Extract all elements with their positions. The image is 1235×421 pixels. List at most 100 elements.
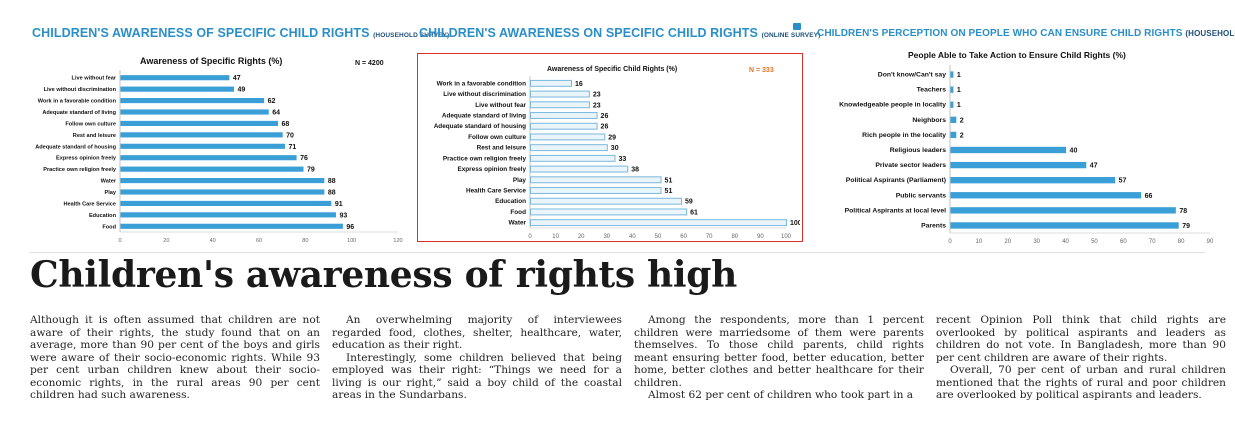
chart3-value-label: 1 [957,87,961,94]
chart1-bar [120,189,325,195]
chart3-category-label: Rich people in the locality [862,132,946,139]
chart3-bar [950,86,954,93]
col2-paragraph-2: Interestingly, some children believed th… [332,351,622,402]
chart1-tick-label: 40 [210,238,216,244]
chart3-category-label: Teachers [917,87,947,94]
chart2-bar [530,90,590,98]
chart2-value-label: 59 [685,199,693,206]
chart2-category-label: Play [513,177,527,184]
chart3-category-label: Parents [921,222,946,229]
chart2-bar [530,144,608,152]
article-column-3: Among the respondents, more than 1 perce… [634,314,924,402]
chart1-tick-label: 20 [163,238,169,244]
chart2-bar [530,112,598,119]
chart3-bar [950,71,954,78]
chart2-tick-label: 10 [552,234,559,240]
chart1-tick-label: 120 [393,238,402,244]
chart1-bar [120,143,285,149]
chart2-tick-label: 20 [578,234,585,240]
chart3-bar [950,131,957,139]
chart1-value-label: 91 [335,201,343,208]
chart2-bar [530,165,629,173]
chart2-value-label: 61 [690,209,698,216]
chart1-bar [120,120,279,126]
chart2-value-label: 38 [631,167,639,174]
chart3-category-label: Political Aspirants (Parliament) [846,177,946,184]
chart2-category-label: Food [510,209,526,216]
chart1-value-label: 93 [339,212,347,219]
chart3: Don't know/Can't say 1 Teachers 1 Knowledgea… [839,65,1214,245]
chart3-value-label: 1 [957,102,961,109]
chart3-bar [950,192,1142,199]
chart3-bar [950,116,957,123]
chart3-tick-label: 20 [1004,239,1011,245]
chart1-category-label: Follow own culture [65,121,116,127]
chart1-bar [120,132,283,138]
chart3-bar [950,207,1176,214]
chart3-tick-label: 10 [976,239,983,245]
chart3-value-label: 47 [1090,163,1098,170]
chart2-category-label: Health Care Service [466,188,526,195]
chart2-bar [530,197,683,205]
chart2-value-label: 30 [611,145,619,152]
col3-paragraph-2: Almost 62 per cent of children who took … [648,389,914,401]
chart2-value-label: 26 [601,124,609,131]
chart3-category-label: Political Aspirants at local level [845,207,946,214]
chart2-tick-label: 80 [731,234,738,240]
chart1-category-label: Play [104,190,116,196]
chart2-value-label: 16 [575,81,583,88]
chart1-value-label: 96 [346,224,354,231]
chart2-frame [417,53,803,242]
chart2-category-label: Live without fear [475,102,526,109]
chart2-category-label: Education [495,198,526,205]
chart3-category-label: Neighbors [912,117,946,124]
chart3-tick-label: 90 [1207,239,1214,245]
chart3-tick-label: 70 [1149,239,1156,245]
chart1-bar [120,155,297,161]
chart2-value-label: 51 [665,188,673,195]
chart3-bar [950,161,1087,169]
chart1-tick-label: 0 [118,238,121,244]
chart2-bar [530,101,590,109]
chart3-tick-label: 30 [1033,239,1040,245]
chart2-bar [530,154,616,162]
chart3-bar [950,146,1067,154]
chart1-category-label: Live without fear [72,76,117,82]
chart2-value-label: 29 [608,134,616,141]
chart1: Live without fear 47 Live without discrimi… [35,70,403,244]
headline: Children's awareness of rights high [30,254,738,296]
chart3-tick-label: 0 [948,239,952,245]
chart1-category-label: Education [89,213,117,219]
chart3-value-label: 66 [1145,193,1153,200]
chart3-tick-label: 80 [1178,239,1185,245]
col4-paragraph-2: Overall, 70 per cent of urban and rural … [936,364,1226,401]
chart1-bar [120,98,265,104]
chart3-category-label: Knowledgeable people in locality [839,102,946,109]
chart2-value-label: 23 [593,102,601,109]
chart2-tick-label: 90 [757,234,764,240]
chart1-category-label: Adequate standard of housing [35,144,116,150]
article-column-4: recent Opinion Poll think that child rig… [936,314,1226,402]
chart1-category-label: Food [102,224,116,230]
chart1-bar [120,178,325,184]
chart1-value-label: 70 [286,132,294,139]
chart1-category-label: Practice own religion freely [43,167,117,173]
section3-title: CHILDREN'S PERCEPTION ON PEOPLE WHO CAN … [817,28,1235,39]
chart2-tick-label: 0 [528,234,532,240]
chart1-value-label: 47 [233,75,241,82]
chart1-bar [120,212,336,218]
col3-paragraph-1: Among the respondents, more than 1 perce… [634,314,924,389]
chart3-category-label: Public servants [896,192,946,199]
section2-subtitle: (ONLINE SURVEY) [761,32,821,39]
chart1-n-label: N = 4200 [355,60,384,67]
chart1-category-label: Water [101,179,117,185]
chart3-category-label: Don't know/Can't say [878,72,946,79]
chart1-value-label: 79 [307,167,315,174]
chart3-bar [950,222,1179,229]
chart2-value-label: 51 [665,177,673,184]
chart2-value-label: 33 [618,156,626,163]
chart2-bar [530,208,688,216]
chart1-value-label: 49 [238,87,246,94]
chart1-bar [120,223,343,229]
chart1-category-label: Work in a favorable condition [38,99,117,105]
